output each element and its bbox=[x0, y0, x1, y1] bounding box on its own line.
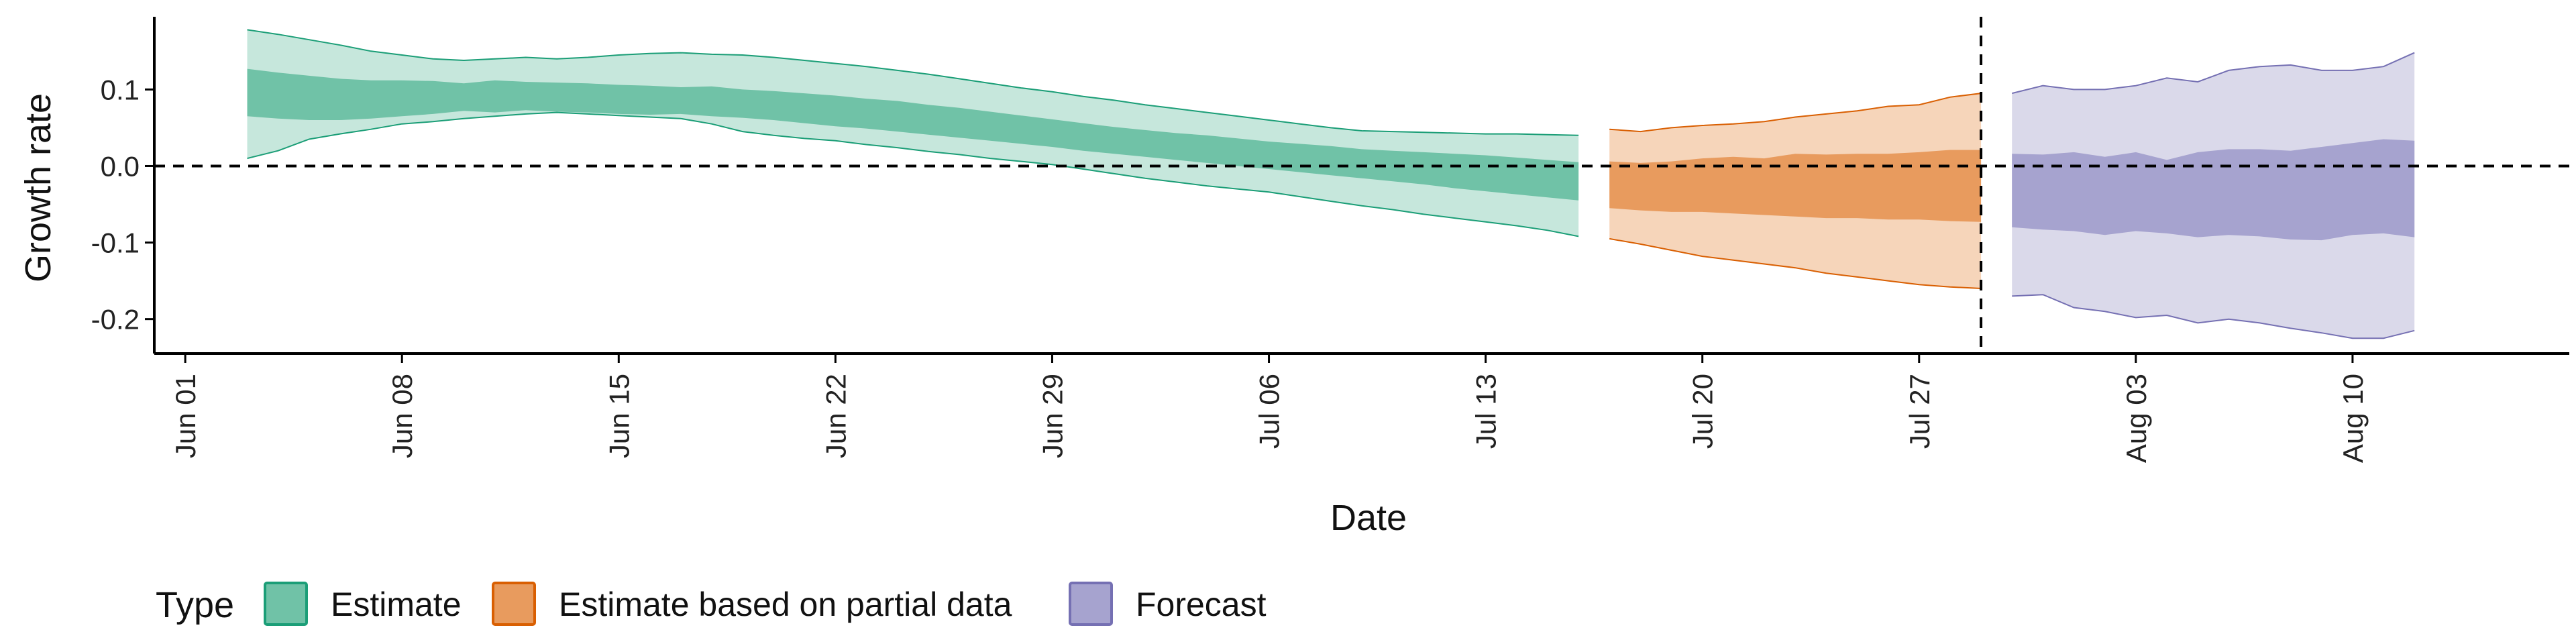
x-tick-label: Jul 20 bbox=[1687, 374, 1719, 449]
reference-lines bbox=[154, 17, 2569, 354]
estimate-band-50 bbox=[247, 68, 1579, 201]
y-tick-label: -0.2 bbox=[91, 304, 140, 335]
estimate-upper-edge bbox=[247, 29, 1579, 136]
x-tick-label: Aug 03 bbox=[2121, 374, 2152, 463]
estimate-lower-edge bbox=[247, 111, 1579, 237]
x-tick-label: Jun 08 bbox=[386, 374, 418, 458]
legend-key-label: Estimate based on partial data bbox=[559, 586, 1012, 623]
ribbon-bands bbox=[247, 29, 2415, 339]
x-tick-label: Jul 06 bbox=[1254, 374, 1285, 449]
x-tick-label: Jun 01 bbox=[170, 374, 201, 458]
legend-key-label: Estimate bbox=[331, 586, 462, 623]
x-tick-label: Jun 15 bbox=[603, 374, 635, 458]
x-tick-label: Jul 27 bbox=[1904, 374, 1935, 449]
x-tick-label: Jul 13 bbox=[1470, 374, 1502, 449]
y-tick-label: 0.0 bbox=[101, 150, 140, 182]
x-axis-title: Date bbox=[1330, 498, 1407, 538]
estimate-based-on-partial-data-lower-edge bbox=[1609, 237, 1982, 289]
forecast-band-50 bbox=[2012, 139, 2415, 241]
x-tick-label: Jun 29 bbox=[1036, 374, 1068, 458]
y-tick-label: -0.1 bbox=[91, 227, 140, 259]
y-tick-label: 0.1 bbox=[101, 74, 140, 105]
legend-title: Type bbox=[156, 585, 234, 625]
legend: Type Estimate Estimate based on partial d… bbox=[156, 582, 1267, 626]
y-axis-title: Growth rate bbox=[18, 93, 58, 282]
legend-key-swatch bbox=[492, 582, 536, 626]
legend-key-label: Forecast bbox=[1136, 586, 1267, 623]
estimate-based-on-partial-data-upper-edge bbox=[1609, 93, 1982, 133]
x-tick-label: Aug 10 bbox=[2337, 374, 2369, 463]
axes: 0.1 0.0 -0.1 -0.2 Jun 01 Jun 08 Jun 15 Jun 22 Ju… bbox=[91, 17, 2569, 463]
estimate-based-on-partial-data-band-50 bbox=[1609, 150, 1982, 222]
forecast-upper-edge bbox=[2011, 52, 2415, 95]
legend-key-swatch bbox=[264, 582, 308, 626]
forecast-lower-edge bbox=[2012, 294, 2415, 339]
x-tick-label: Jun 22 bbox=[820, 374, 851, 458]
legend-key-swatch bbox=[1069, 582, 1113, 626]
